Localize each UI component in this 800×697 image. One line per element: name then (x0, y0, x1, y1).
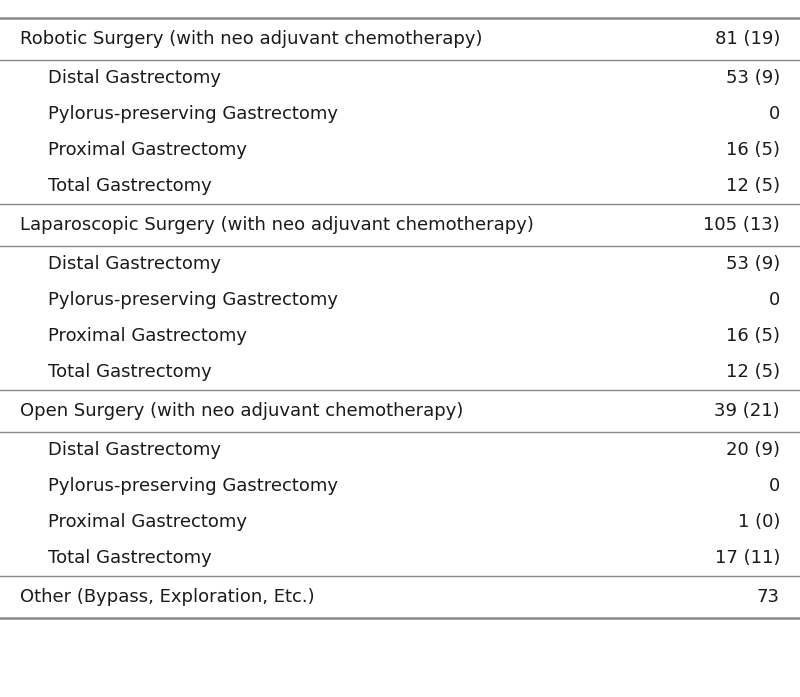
Text: Total Gastrectomy: Total Gastrectomy (48, 177, 212, 195)
Text: Total Gastrectomy: Total Gastrectomy (48, 363, 212, 381)
Text: Pylorus-preserving Gastrectomy: Pylorus-preserving Gastrectomy (48, 291, 338, 309)
Text: 53 (9): 53 (9) (726, 69, 780, 87)
Text: Proximal Gastrectomy: Proximal Gastrectomy (48, 513, 247, 531)
Text: 53 (9): 53 (9) (726, 255, 780, 273)
Text: Distal Gastrectomy: Distal Gastrectomy (48, 255, 221, 273)
Text: Pylorus-preserving Gastrectomy: Pylorus-preserving Gastrectomy (48, 477, 338, 495)
Text: 1 (0): 1 (0) (738, 513, 780, 531)
Text: Distal Gastrectomy: Distal Gastrectomy (48, 69, 221, 87)
Text: Pylorus-preserving Gastrectomy: Pylorus-preserving Gastrectomy (48, 105, 338, 123)
Text: 20 (9): 20 (9) (726, 441, 780, 459)
Text: Total Gastrectomy: Total Gastrectomy (48, 549, 212, 567)
Text: Other (Bypass, Exploration, Etc.): Other (Bypass, Exploration, Etc.) (20, 588, 314, 606)
Text: 39 (21): 39 (21) (714, 402, 780, 420)
Text: Open Surgery (with neo adjuvant chemotherapy): Open Surgery (with neo adjuvant chemothe… (20, 402, 463, 420)
Text: 16 (5): 16 (5) (726, 327, 780, 345)
Text: Proximal Gastrectomy: Proximal Gastrectomy (48, 327, 247, 345)
Text: Robotic Surgery (with neo adjuvant chemotherapy): Robotic Surgery (with neo adjuvant chemo… (20, 30, 482, 48)
Text: Proximal Gastrectomy: Proximal Gastrectomy (48, 141, 247, 159)
Text: 12 (5): 12 (5) (726, 363, 780, 381)
Text: 73: 73 (757, 588, 780, 606)
Text: 0: 0 (769, 291, 780, 309)
Text: 105 (13): 105 (13) (703, 216, 780, 234)
Text: 17 (11): 17 (11) (714, 549, 780, 567)
Text: Laparoscopic Surgery (with neo adjuvant chemotherapy): Laparoscopic Surgery (with neo adjuvant … (20, 216, 534, 234)
Text: 0: 0 (769, 105, 780, 123)
Text: 81 (19): 81 (19) (714, 30, 780, 48)
Text: 0: 0 (769, 477, 780, 495)
Text: 12 (5): 12 (5) (726, 177, 780, 195)
Text: 16 (5): 16 (5) (726, 141, 780, 159)
Text: Distal Gastrectomy: Distal Gastrectomy (48, 441, 221, 459)
